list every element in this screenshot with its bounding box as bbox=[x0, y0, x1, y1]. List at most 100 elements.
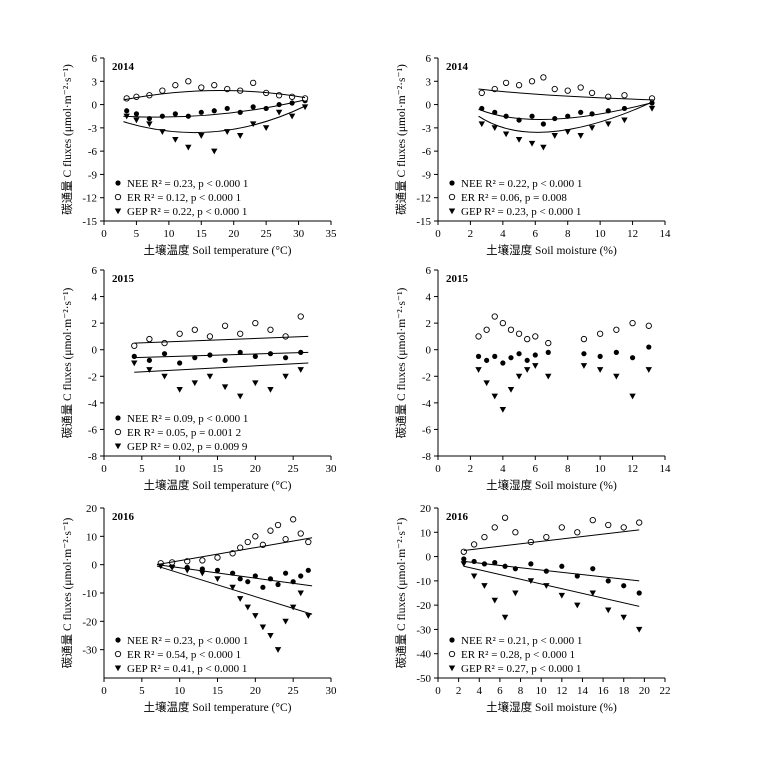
y-tick-label: 20 bbox=[420, 503, 432, 515]
x-tick-label: 0 bbox=[101, 463, 107, 475]
gep-point bbox=[274, 647, 282, 653]
y-tick-label: -12 bbox=[416, 193, 431, 205]
nee-point bbox=[131, 353, 137, 359]
gep-point bbox=[532, 363, 539, 369]
gep-point bbox=[491, 393, 498, 400]
nee-point bbox=[245, 579, 251, 585]
legend-marker-er bbox=[448, 193, 456, 201]
nee-point bbox=[161, 351, 168, 357]
gep-point bbox=[252, 613, 259, 619]
series-er bbox=[131, 313, 304, 349]
gep-point bbox=[564, 129, 571, 135]
er-point bbox=[545, 339, 552, 347]
er-point bbox=[499, 319, 507, 327]
legend-label-nee: NEE R² = 0.21, p < 0.000 1 bbox=[461, 635, 582, 647]
x-tick-label: 4 bbox=[500, 228, 506, 240]
y-tick-label: 2 bbox=[426, 318, 432, 330]
er-point bbox=[645, 322, 652, 329]
x-axis-title: 土壤温度 Soil temperature (°C) bbox=[143, 700, 291, 714]
y-axis-title: 碳通量 C fluxes (μmol·m⁻²·s⁻¹) bbox=[60, 517, 74, 668]
er-point bbox=[613, 326, 620, 333]
legend-marker-gep bbox=[114, 208, 122, 215]
legend-label-gep: GEP R² = 0.02, p = 0.009 9 bbox=[127, 441, 248, 453]
legend-marker-gep bbox=[448, 665, 456, 672]
er-point bbox=[214, 554, 221, 561]
er-point bbox=[580, 335, 588, 343]
nee-point bbox=[276, 101, 282, 108]
nee-point bbox=[475, 353, 482, 359]
nee-point bbox=[532, 352, 538, 358]
x-tick-label: 30 bbox=[326, 463, 338, 475]
er-point bbox=[211, 82, 218, 89]
gep-point bbox=[131, 360, 138, 367]
nee-point bbox=[545, 349, 551, 355]
legend-marker-er bbox=[114, 428, 122, 436]
y-tick-label: -9 bbox=[422, 169, 432, 181]
er-point bbox=[274, 521, 282, 529]
gep-point bbox=[161, 373, 168, 380]
er-point bbox=[191, 326, 198, 333]
er-fit-line bbox=[123, 90, 306, 101]
nee-point bbox=[552, 115, 558, 122]
gep-point bbox=[577, 133, 584, 139]
legend-label-er: ER R² = 0.06, p = 0.008 bbox=[461, 192, 567, 204]
x-tick-label: 8 bbox=[565, 463, 571, 475]
gep-point bbox=[297, 590, 304, 597]
y-tick-label: 10 bbox=[86, 531, 98, 543]
panel-year-label: 2014 bbox=[112, 61, 135, 73]
gep-point bbox=[645, 367, 652, 373]
legend-label-er: ER R² = 0.28, p < 0.000 1 bbox=[461, 649, 575, 661]
gep-point bbox=[507, 387, 515, 393]
nee-point bbox=[283, 570, 289, 576]
nee-point bbox=[237, 349, 243, 355]
nee-point bbox=[252, 573, 258, 579]
x-tick-label: 16 bbox=[598, 685, 610, 697]
er-point bbox=[483, 326, 490, 333]
x-tick-label: 30 bbox=[293, 228, 305, 240]
er-point bbox=[532, 333, 539, 340]
er-point bbox=[176, 330, 183, 337]
nee-point bbox=[492, 353, 498, 359]
series-nee bbox=[461, 556, 642, 596]
er-point bbox=[629, 319, 636, 327]
x-tick-label: 0 bbox=[101, 228, 107, 240]
x-tick-label: 4 bbox=[500, 463, 506, 475]
x-tick-label: 15 bbox=[212, 685, 224, 697]
nee-point bbox=[581, 351, 587, 357]
nee-point bbox=[260, 584, 266, 590]
er-point bbox=[131, 342, 138, 349]
nee-fit-line bbox=[156, 564, 313, 587]
nee-point bbox=[629, 355, 636, 361]
x-tick-label: 25 bbox=[288, 463, 300, 475]
legend-marker-er bbox=[114, 193, 122, 201]
nee-point bbox=[590, 566, 596, 572]
gep-point bbox=[589, 590, 596, 597]
gep-point bbox=[211, 148, 218, 155]
gep-point bbox=[515, 136, 523, 143]
x-tick-label: 2 bbox=[468, 463, 474, 475]
gep-point bbox=[275, 109, 283, 116]
er-point bbox=[297, 313, 304, 320]
nee-point bbox=[146, 357, 152, 363]
gep-point bbox=[289, 604, 297, 611]
x-tick-label: 15 bbox=[212, 463, 224, 475]
gep-point bbox=[267, 632, 274, 639]
er-point bbox=[282, 536, 289, 543]
er-point bbox=[237, 330, 244, 337]
er-point bbox=[290, 516, 297, 523]
nee-point bbox=[543, 568, 549, 574]
x-tick-label: 8 bbox=[565, 228, 571, 240]
x-tick-label: 20 bbox=[639, 685, 651, 697]
y-tick-label: -20 bbox=[82, 616, 97, 628]
series-gep bbox=[131, 360, 304, 400]
er-fit-line bbox=[463, 529, 640, 551]
y-tick-label: -40 bbox=[416, 649, 431, 661]
y-tick-label: 0 bbox=[426, 100, 432, 112]
panel-year-label: 2015 bbox=[446, 273, 469, 285]
x-tick-label: 20 bbox=[250, 463, 262, 475]
series-gep bbox=[475, 363, 652, 413]
legend-label-gep: GEP R² = 0.27, p < 0.000 1 bbox=[461, 663, 581, 675]
nee-point bbox=[540, 121, 546, 127]
x-tick-label: 35 bbox=[326, 228, 338, 240]
gep-point bbox=[483, 380, 490, 387]
